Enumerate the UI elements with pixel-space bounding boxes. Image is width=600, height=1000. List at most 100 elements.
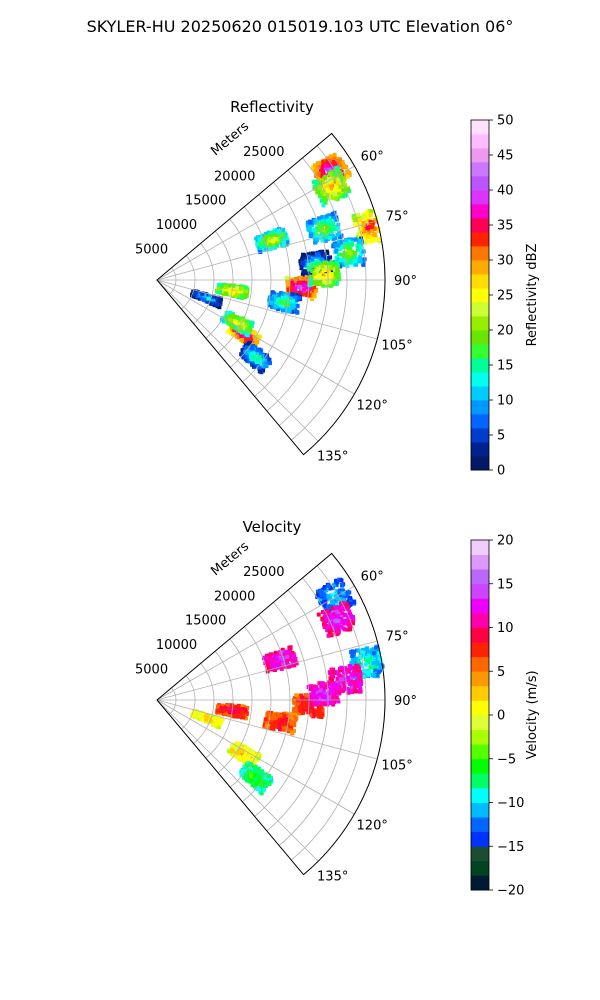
radial-tick-label: 15000 <box>185 614 226 629</box>
echo-pixel <box>337 161 342 166</box>
echo-pixel <box>211 296 215 301</box>
echo-pixel <box>337 188 342 193</box>
echo-pixel <box>355 673 360 678</box>
echo-pixel <box>288 724 293 729</box>
echo-pixel <box>296 701 301 706</box>
echo-pixel <box>225 311 230 316</box>
echo-cell <box>239 761 274 796</box>
echo-pixel <box>330 171 335 176</box>
echo-pixel <box>343 686 348 691</box>
echo-pixel <box>309 263 314 268</box>
echo-pixel <box>314 182 319 186</box>
echo-pixel <box>308 695 313 700</box>
colorbar-segment <box>471 400 489 415</box>
echo-pixel <box>373 218 378 222</box>
echo-pixel <box>223 291 228 296</box>
echo-pixel <box>281 722 286 727</box>
echo-pixel <box>335 156 340 161</box>
echo-pixel <box>328 154 333 159</box>
echo-pixel <box>248 748 252 753</box>
range-ring <box>278 157 348 426</box>
echo-pixel <box>302 255 307 260</box>
echo-pixel <box>367 669 372 674</box>
echo-pixel <box>321 169 325 174</box>
echo-pixel <box>281 651 286 656</box>
echo-pixel <box>368 220 373 225</box>
echo-pixel <box>345 594 350 599</box>
colorbar-tick-label: 45 <box>497 149 514 164</box>
echo-pixel <box>329 274 333 279</box>
echo-pixel <box>315 690 320 695</box>
echo-pixel <box>376 226 381 231</box>
echo-pixel <box>325 217 330 222</box>
echo-pixel <box>331 667 336 672</box>
echo-pixel <box>339 624 344 629</box>
echo-pixel <box>360 650 365 655</box>
echo-pixel <box>329 678 334 683</box>
colorbar-segment <box>471 715 489 730</box>
echo-pixel <box>240 749 245 754</box>
colorbar-tick-label: 15 <box>497 359 514 374</box>
echo-pixel <box>274 237 279 241</box>
echo-pixel <box>246 775 251 780</box>
range-ring <box>217 638 253 774</box>
echo-pixel <box>340 242 345 247</box>
azimuth-tick-label: 105° <box>381 338 412 353</box>
echo-pixel <box>277 725 282 730</box>
echo-pixel <box>351 215 356 220</box>
echo-pixel <box>341 607 345 612</box>
echo-pixel <box>328 255 333 260</box>
azimuth-spoke <box>156 220 378 281</box>
echo-pixel <box>273 715 278 720</box>
echo-pixel <box>267 232 272 237</box>
echo-pixel <box>346 248 351 253</box>
echo-pixel <box>295 293 300 298</box>
echo-pixel <box>285 664 290 669</box>
echo-pixel <box>298 707 303 712</box>
echo-pixel <box>278 727 282 732</box>
echo-pixel <box>212 719 217 724</box>
colorbar-segment <box>471 148 489 163</box>
echo-pixel <box>361 672 366 677</box>
echo-pixel <box>329 593 333 598</box>
echo-pixel <box>227 285 232 290</box>
echo-pixel <box>331 276 336 281</box>
echo-pixel <box>250 777 255 782</box>
echo-pixel <box>253 331 257 336</box>
echo-pixel <box>358 674 363 679</box>
echo-pixel <box>348 614 353 619</box>
echo-pixel <box>309 289 314 294</box>
echo-pixel <box>232 714 237 719</box>
echo-pixel <box>320 712 324 717</box>
echo-pixel <box>336 619 341 624</box>
echo-pixel <box>320 264 325 269</box>
echo-pixel <box>323 600 328 604</box>
echo-pixel <box>263 717 268 722</box>
range-ring <box>193 663 215 744</box>
colorbar-segment <box>471 787 489 803</box>
echo-pixel <box>235 712 240 717</box>
azimuth-tick-label: 75° <box>386 630 409 645</box>
echo-pixel <box>246 755 251 760</box>
echo-pixel <box>282 240 286 245</box>
echo-pixel <box>249 324 254 329</box>
echo-pixel <box>227 283 232 288</box>
colorbar-segment <box>471 120 489 135</box>
echo-pixel <box>349 685 354 690</box>
echo-pixel <box>344 238 348 242</box>
echo-pixel <box>237 289 242 294</box>
echo-pixel <box>285 279 290 284</box>
echo-pixel <box>285 240 290 245</box>
echo-pixel <box>326 691 331 696</box>
echo-cell <box>349 644 385 681</box>
echo-pixel <box>210 301 215 306</box>
echo-pixel <box>269 236 274 241</box>
echo-pixel <box>326 584 331 588</box>
echo-pixel <box>271 304 276 309</box>
echo-pixel <box>372 653 377 658</box>
echo-pixel <box>292 723 297 728</box>
echo-pixel <box>347 242 352 247</box>
echo-pixel <box>228 710 233 715</box>
echo-pixel <box>315 697 319 702</box>
azimuth-tick-label: 90° <box>394 694 417 709</box>
